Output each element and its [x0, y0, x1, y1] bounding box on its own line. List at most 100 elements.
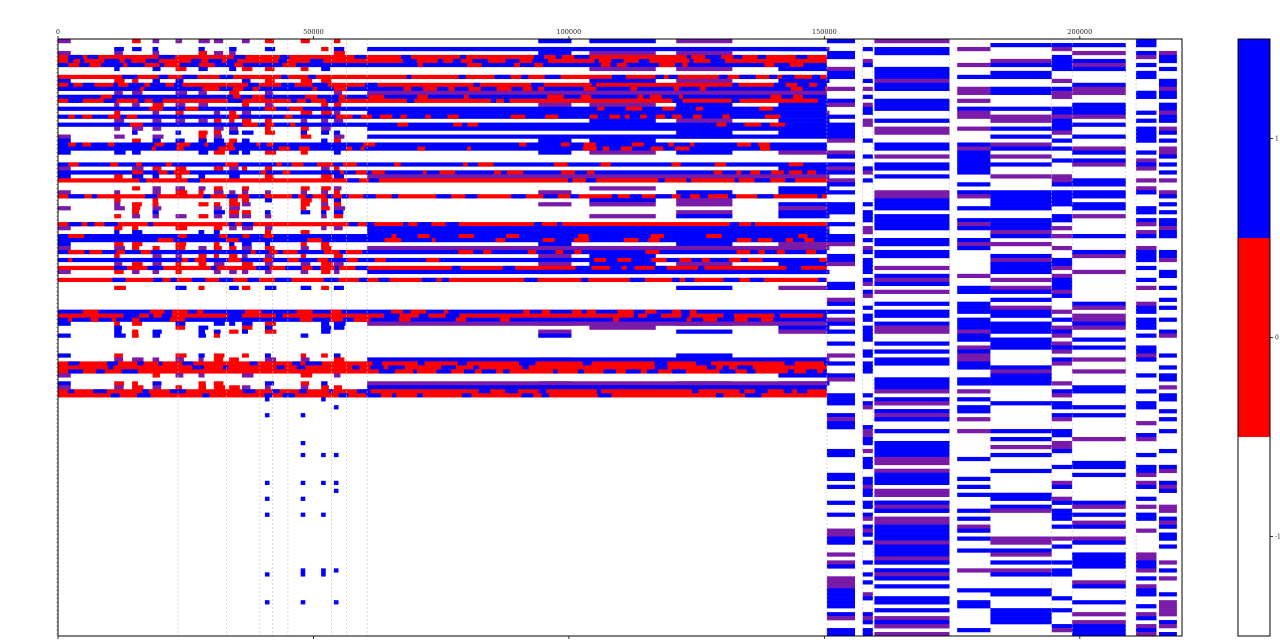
heatmap-cell [826, 321, 856, 326]
heatmap-cell [826, 202, 856, 207]
heatmap-cell [957, 429, 991, 434]
heatmap-cell [1072, 206, 1126, 211]
heatmap-cell [862, 528, 873, 533]
heatmap-cell [587, 170, 595, 175]
heatmap-cell [862, 532, 873, 537]
heatmap-cell [990, 206, 1052, 211]
heatmap-cell [287, 257, 299, 263]
heatmap-cell [778, 329, 830, 334]
heatmap-cell [874, 552, 950, 557]
heatmap-cell [226, 238, 239, 243]
heatmap-cell [467, 62, 482, 68]
heatmap-cell [312, 82, 328, 88]
heatmap-cell [68, 249, 85, 255]
heatmap-cell [175, 39, 182, 44]
heatmap-cell [333, 226, 343, 231]
heatmap-cell [1072, 504, 1126, 509]
heatmap-cell [826, 150, 856, 155]
heatmap-cell [1159, 592, 1177, 597]
heatmap-cell [589, 102, 656, 107]
heatmap-cell [654, 365, 668, 370]
heatmap-cell [1159, 480, 1177, 486]
heatmap-cell [1051, 118, 1073, 123]
heatmap-cell [1136, 206, 1157, 211]
heatmap-cell [874, 480, 950, 486]
heatmap-cell [333, 253, 343, 259]
heatmap-cell [862, 460, 873, 466]
heatmap-cell [957, 305, 991, 310]
heatmap-cell [312, 86, 317, 91]
heatmap-cell [737, 365, 753, 370]
heatmap-cell [874, 560, 950, 565]
heatmap-cell [990, 504, 1052, 509]
heatmap-cell [862, 572, 873, 577]
heatmap-cell [957, 206, 991, 211]
heatmap-cell [874, 82, 950, 88]
heatmap-cell [862, 289, 873, 294]
heatmap-cell [957, 508, 991, 513]
heatmap-cell [957, 409, 991, 414]
heatmap-cell [229, 202, 241, 207]
heatmap-cell [333, 488, 339, 493]
heatmap-cell [826, 297, 856, 302]
heatmap-cell [746, 369, 756, 374]
heatmap-cell [1136, 624, 1157, 629]
heatmap-cell [241, 66, 253, 72]
heatmap-cell [826, 253, 856, 259]
heatmap-cell [990, 222, 1052, 227]
heatmap-cell [787, 369, 795, 374]
heatmap-cell [213, 39, 224, 44]
heatmap-cell [300, 202, 310, 207]
heatmap-cell [990, 162, 1052, 167]
heatmap-cell [152, 174, 160, 179]
heatmap-cell [1159, 54, 1177, 60]
heatmap-cell [957, 353, 991, 358]
heatmap-cell [234, 62, 243, 68]
heatmap-cell [264, 600, 270, 605]
heatmap-cell [175, 90, 188, 95]
heatmap-cell [874, 329, 950, 334]
heatmap-cell [202, 86, 220, 91]
heatmap-cell [68, 142, 76, 147]
heatmap-cell [1072, 82, 1126, 88]
heatmap-cell [826, 421, 856, 426]
heatmap-cell [104, 222, 118, 227]
heatmap-cell [874, 413, 950, 418]
heatmap-cell [296, 365, 306, 370]
heatmap-cell [990, 341, 1052, 346]
heatmap-cell [367, 357, 827, 362]
heatmap-cell [533, 54, 545, 60]
heatmap-cell [589, 198, 656, 203]
heatmap-cell [658, 62, 675, 68]
heatmap-cell [676, 50, 733, 56]
heatmap-cell [826, 138, 856, 143]
heatmap-cell [226, 194, 238, 199]
heatmap-cell [862, 448, 873, 454]
heatmap-cell [142, 389, 149, 394]
heatmap-cell [990, 572, 1052, 577]
heatmap-cell [1136, 560, 1157, 565]
heatmap-cell [198, 285, 205, 290]
heatmap-cell [862, 102, 873, 107]
heatmap-cell [1136, 389, 1157, 394]
heatmap-cell [175, 373, 184, 378]
heatmap-cell [114, 265, 127, 271]
heatmap-cell [570, 194, 579, 199]
heatmap-cell [862, 62, 873, 68]
heatmap-cell [229, 126, 238, 131]
heatmap-cell [208, 58, 222, 64]
heatmap-cell [439, 170, 455, 175]
heatmap-cell [418, 313, 429, 318]
heatmap-cell [1051, 524, 1073, 529]
heatmap-cell [229, 150, 239, 155]
heatmap-cell [957, 62, 991, 68]
heatmap-cell [521, 74, 529, 80]
heatmap-cell [826, 210, 856, 215]
heatmap-cell [990, 269, 1052, 275]
heatmap-cell [573, 238, 590, 243]
heatmap-cell [321, 321, 330, 326]
heatmap-cell [1072, 632, 1126, 637]
heatmap-cell [241, 261, 253, 267]
heatmap-cell [594, 58, 599, 64]
heatmap-cell [300, 78, 313, 84]
